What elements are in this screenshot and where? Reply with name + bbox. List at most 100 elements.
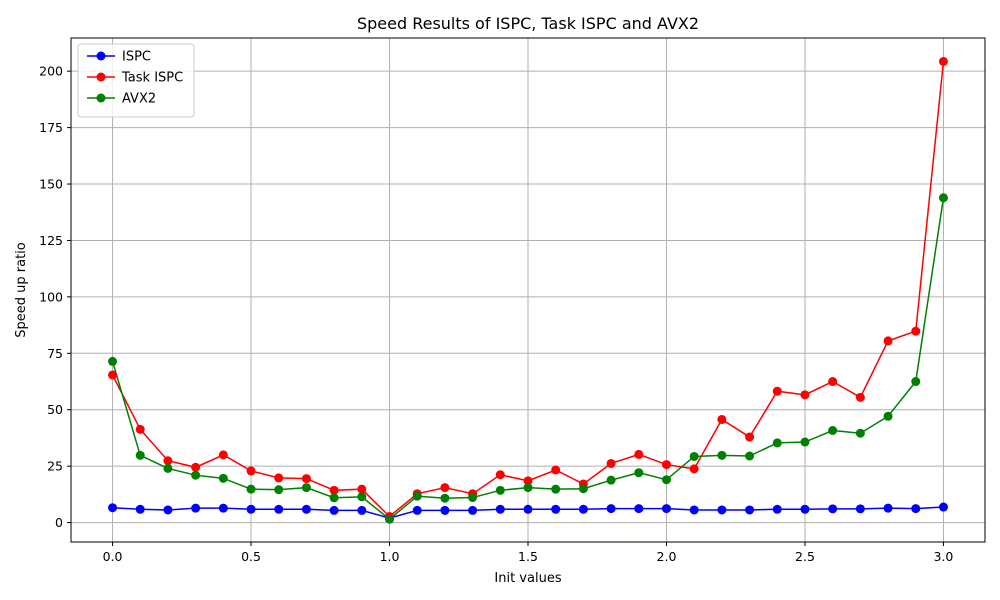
chart-title: Speed Results of ISPC, Task ISPC and AVX… xyxy=(357,14,699,33)
y-tick-label: 125 xyxy=(39,233,63,248)
data-point-ispc xyxy=(218,503,228,513)
data-point-ispc xyxy=(606,504,616,514)
data-point-task-ispc xyxy=(440,483,450,493)
data-point-ispc xyxy=(523,504,533,514)
x-tick-label: 1.5 xyxy=(518,549,538,564)
data-point-task-ispc xyxy=(135,424,145,434)
data-point-ispc xyxy=(717,505,727,515)
data-point-task-ispc xyxy=(800,390,810,400)
data-point-ispc xyxy=(357,505,367,515)
data-point-task-ispc xyxy=(329,485,339,495)
legend: ISPC Task ISPC AVX2 xyxy=(77,43,195,118)
legend-marker-avx2 xyxy=(96,93,106,103)
data-point-avx2 xyxy=(938,193,948,203)
data-point-avx2 xyxy=(135,450,145,460)
y-tick-label: 175 xyxy=(39,120,63,135)
data-point-avx2 xyxy=(274,485,284,495)
data-point-avx2 xyxy=(883,411,893,421)
data-point-task-ispc xyxy=(246,466,256,476)
y-tick-label: 50 xyxy=(47,402,63,417)
data-point-task-ispc xyxy=(301,474,311,484)
data-point-avx2 xyxy=(108,356,118,366)
data-point-ispc xyxy=(274,504,284,514)
data-point-task-ispc xyxy=(634,449,644,459)
data-point-ispc xyxy=(551,504,561,514)
data-point-task-ispc xyxy=(108,370,118,380)
data-point-task-ispc xyxy=(661,460,671,470)
data-point-task-ispc xyxy=(357,484,367,494)
data-point-ispc xyxy=(634,504,644,514)
data-point-task-ispc xyxy=(938,56,948,66)
y-axis-ticks: 0 25 50 75 100 125 150 175 200 xyxy=(39,64,71,530)
data-point-avx2 xyxy=(855,428,865,438)
data-point-task-ispc xyxy=(218,450,228,460)
data-point-task-ispc xyxy=(191,462,201,472)
data-point-task-ispc xyxy=(163,456,173,466)
data-point-ispc xyxy=(689,505,699,515)
data-point-ispc xyxy=(246,504,256,514)
data-point-ispc xyxy=(412,505,422,515)
data-point-ispc xyxy=(495,504,505,514)
data-point-avx2 xyxy=(717,450,727,460)
data-point-ispc xyxy=(108,503,118,513)
data-point-ispc xyxy=(772,504,782,514)
data-point-avx2 xyxy=(634,468,644,478)
legend-marker-ispc xyxy=(96,51,106,61)
data-point-avx2 xyxy=(468,493,478,503)
data-point-avx2 xyxy=(551,484,561,494)
data-point-task-ispc xyxy=(772,386,782,396)
data-point-ispc xyxy=(938,502,948,512)
legend-label-task-ispc: Task ISPC xyxy=(121,71,183,86)
data-point-avx2 xyxy=(578,484,588,494)
data-point-avx2 xyxy=(689,451,699,461)
data-point-task-ispc xyxy=(911,326,921,336)
grid xyxy=(71,38,985,542)
data-point-task-ispc xyxy=(274,473,284,483)
series-markers xyxy=(108,56,948,524)
data-point-ispc xyxy=(883,503,893,513)
data-point-avx2 xyxy=(661,475,671,485)
data-point-avx2 xyxy=(828,426,838,436)
x-tick-label: 2.0 xyxy=(657,549,677,564)
data-point-avx2 xyxy=(163,463,173,473)
data-point-ispc xyxy=(468,505,478,515)
y-tick-label: 150 xyxy=(39,177,63,192)
data-point-ispc xyxy=(163,505,173,515)
x-tick-label: 0.5 xyxy=(241,549,261,564)
data-point-avx2 xyxy=(191,470,201,480)
data-point-avx2 xyxy=(745,451,755,461)
data-point-avx2 xyxy=(606,475,616,485)
data-point-avx2 xyxy=(385,514,395,524)
y-tick-label: 25 xyxy=(47,459,63,474)
data-point-avx2 xyxy=(495,485,505,495)
data-point-task-ispc xyxy=(883,336,893,346)
data-point-task-ispc xyxy=(745,432,755,442)
y-tick-label: 100 xyxy=(39,289,63,304)
y-axis-label: Speed up ratio xyxy=(14,242,29,338)
data-point-avx2 xyxy=(911,377,921,387)
data-point-avx2 xyxy=(218,473,228,483)
data-point-ispc xyxy=(800,504,810,514)
data-point-ispc xyxy=(578,504,588,514)
x-tick-label: 3.0 xyxy=(934,549,954,564)
data-point-ispc xyxy=(135,504,145,514)
y-tick-label: 75 xyxy=(47,346,63,361)
data-point-avx2 xyxy=(246,484,256,494)
data-point-avx2 xyxy=(800,437,810,447)
data-point-task-ispc xyxy=(689,464,699,474)
data-point-task-ispc xyxy=(606,458,616,468)
data-point-avx2 xyxy=(523,483,533,493)
data-point-avx2 xyxy=(301,483,311,493)
legend-label-ispc: ISPC xyxy=(122,50,151,65)
data-point-ispc xyxy=(855,504,865,514)
data-point-avx2 xyxy=(357,492,367,502)
x-tick-label: 0.0 xyxy=(103,549,123,564)
legend-marker-task-ispc xyxy=(96,72,106,82)
legend-label-avx2: AVX2 xyxy=(122,92,156,107)
x-axis-ticks: 0.0 0.5 1.0 1.5 2.0 2.5 3.0 xyxy=(103,542,954,564)
data-point-task-ispc xyxy=(855,392,865,402)
data-point-ispc xyxy=(911,504,921,514)
data-point-ispc xyxy=(191,503,201,513)
data-point-avx2 xyxy=(440,493,450,503)
